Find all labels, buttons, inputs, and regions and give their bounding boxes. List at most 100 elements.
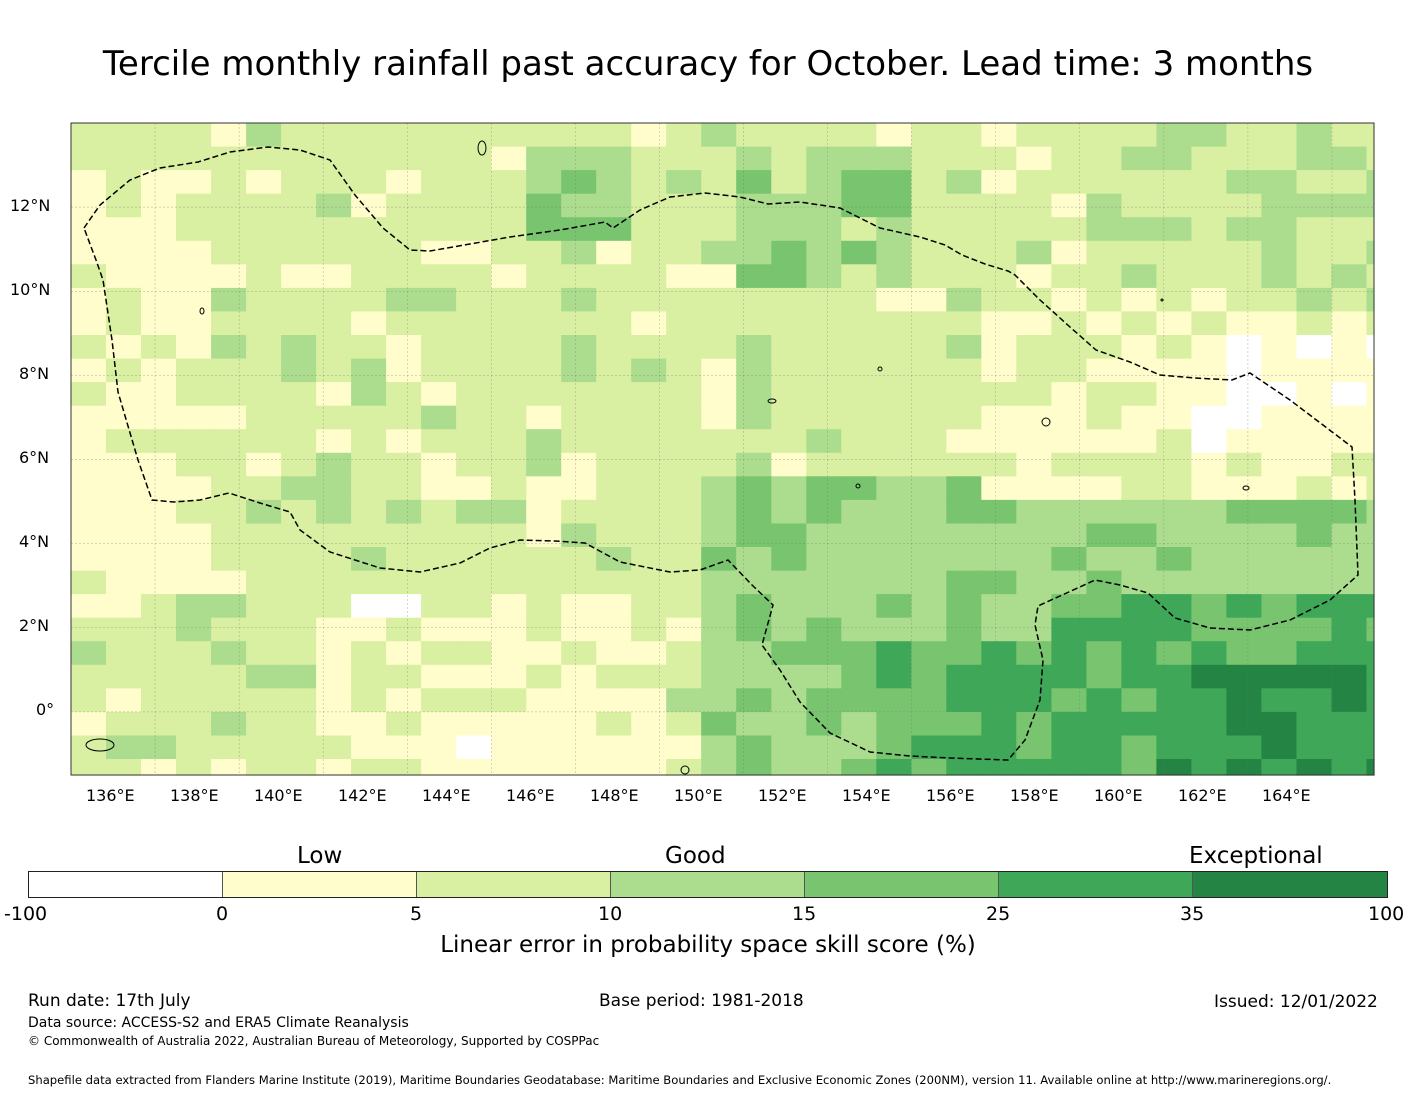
skill-cell [526,382,562,407]
skill-cell [946,617,982,642]
skill-cell [1261,193,1297,218]
skill-cell [141,264,177,289]
skill-cell [1191,217,1227,242]
skill-cell [1261,452,1297,477]
skill-cell [421,759,457,776]
skill-cell [631,429,667,454]
skill-cell [1331,711,1368,737]
skill-cell [666,217,702,242]
skill-cell [666,240,702,265]
skill-cell [946,170,982,195]
skill-cell [981,711,1017,737]
skill-cell [946,641,982,666]
skill-cell [701,405,737,430]
skill-cell [316,217,352,242]
skill-cell [246,358,282,383]
skill-cell [1296,664,1333,689]
skill-cell [456,688,492,713]
skill-cell [526,476,562,501]
skill-cell [1261,264,1297,289]
skill-cell [526,594,562,619]
skill-cell [211,759,247,776]
skill-cell [946,452,982,477]
skill-cell [911,264,947,289]
skill-cell [1366,287,1375,313]
skill-cell [876,570,912,595]
skill-cell [1016,664,1052,689]
skill-cell [1121,452,1157,477]
skill-cell [281,193,317,218]
skill-cell [1086,382,1122,407]
skill-cell [1226,287,1262,313]
skill-cell [351,641,387,666]
skill-cell [491,570,527,595]
skill-cell [596,358,632,383]
skill-cell [386,452,422,477]
skill-cell [1121,523,1157,548]
skill-cell [246,287,282,313]
skill-cell [1156,335,1192,360]
skill-cell [666,264,702,289]
skill-cell [841,594,877,619]
skill-cell [421,264,457,289]
skill-cell [1191,193,1227,218]
skill-cell [1156,358,1192,383]
skill-cell [211,170,247,195]
skill-cell [1121,429,1157,454]
skill-cell [386,429,422,454]
skill-cell [141,240,177,265]
skill-cell [1191,335,1227,360]
skill-cell [1366,452,1375,477]
skill-cell [526,146,562,171]
skill-cell [1366,358,1375,383]
skill-cell [1331,523,1368,548]
skill-cell [1191,429,1227,454]
skill-cell [736,641,772,666]
skill-cell [246,641,282,666]
skill-cell [141,311,177,336]
skill-cell [1156,499,1192,525]
skill-cell [491,429,527,454]
skill-cell [841,170,877,195]
skill-cell [1226,146,1262,171]
skill-cell [1191,594,1227,619]
skill-cell [491,405,527,430]
skill-cell [666,405,702,430]
skill-cell [106,499,142,525]
skill-cell [981,499,1017,525]
skill-cell [1191,523,1227,548]
shapefile-attribution: Shapefile data extracted from Flanders M… [28,1073,1332,1087]
skill-cell [1121,311,1157,336]
skill-cell [876,170,912,195]
skill-cell [1156,311,1192,336]
skill-cell [1051,570,1087,595]
skill-cell [1086,452,1122,477]
skill-cell [246,735,282,760]
skill-cell [1261,523,1297,548]
skill-cell [106,617,142,642]
skill-cell [1226,217,1262,242]
skill-cell [1261,429,1297,454]
skill-cell [1331,594,1368,619]
skill-cell [561,641,597,666]
skill-cell [806,240,842,265]
skill-cell [1016,759,1052,776]
skill-cell [71,240,107,265]
map-gridlines [71,123,1374,775]
skill-cell [1261,217,1297,242]
lat-label-0: 0° [36,700,55,719]
skill-cell [211,711,247,737]
skill-cell [1086,688,1122,713]
skill-cell [631,499,667,525]
skill-cell [631,405,667,430]
skill-cell [211,405,247,430]
skill-cell [736,664,772,689]
skill-cell [981,664,1017,689]
skill-cell [316,617,352,642]
skill-cell [281,759,317,776]
skill-cell [246,570,282,595]
skill-cell [1226,711,1262,737]
skill-cell [946,123,982,148]
skill-cell [106,217,142,242]
skill-cell [876,594,912,619]
